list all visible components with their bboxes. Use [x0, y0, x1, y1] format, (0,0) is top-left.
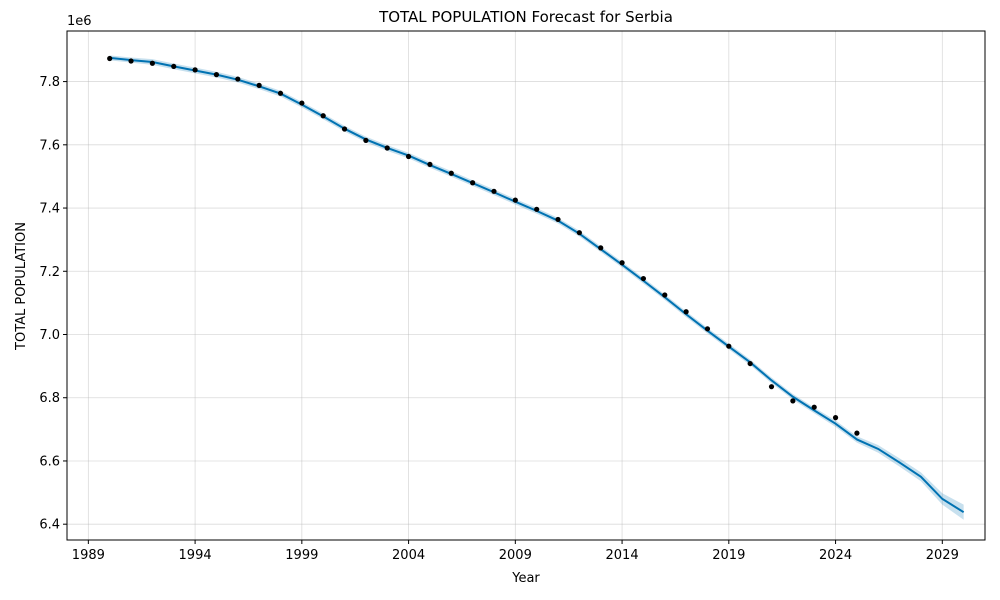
- x-tick-label: 1994: [179, 548, 212, 563]
- observed-point: [555, 216, 561, 223]
- observed-point: [470, 180, 476, 186]
- observed-point: [576, 230, 582, 236]
- observed-point: [854, 430, 860, 436]
- observed-point: [299, 100, 305, 106]
- grid: [67, 31, 985, 540]
- y-tick-label: 6.6: [39, 454, 60, 469]
- observed-point: [149, 60, 155, 66]
- observed-point: [107, 55, 113, 62]
- observed-point: [512, 197, 518, 203]
- x-tick-label: 2029: [926, 548, 959, 563]
- observed-point: [704, 326, 711, 332]
- x-tick-label: 1999: [285, 548, 318, 563]
- observed-point: [726, 343, 732, 349]
- observed-point: [277, 90, 284, 96]
- observed-point: [640, 275, 647, 282]
- observed-point: [384, 145, 390, 151]
- observed-point: [683, 309, 689, 315]
- chart-title: TOTAL POPULATION Forecast for Serbia: [378, 8, 673, 26]
- observed-point: [235, 76, 241, 82]
- observed-points-layer: [107, 55, 860, 436]
- y-axis-ticks: 6.4 6.6 6.8 7.0 7.2 7.4 7.6 7.8: [39, 75, 67, 533]
- observed-point: [832, 415, 839, 421]
- observed-point: [341, 126, 348, 132]
- observed-point: [427, 161, 433, 168]
- observed-point: [534, 206, 540, 212]
- plot-frame: [66, 30, 986, 541]
- observed-point: [171, 63, 177, 70]
- x-tick-label: 1989: [72, 548, 105, 563]
- observed-point: [128, 58, 134, 64]
- y-tick-label: 7.6: [39, 138, 60, 153]
- observed-point: [491, 188, 497, 194]
- observed-point: [213, 72, 220, 78]
- x-axis-ticks: 1989 1994 1999 2004 2009 2014 2019 2024 2029: [72, 540, 959, 563]
- observed-point: [790, 398, 796, 404]
- observed-point: [747, 360, 753, 367]
- y-tick-label: 7.8: [39, 75, 60, 90]
- observed-point: [192, 67, 198, 73]
- observed-point: [619, 260, 625, 266]
- y-axis-offset-label: 1e6: [67, 14, 92, 29]
- observed-point: [405, 153, 412, 160]
- x-tick-label: 2004: [392, 548, 425, 563]
- observed-point: [768, 384, 775, 390]
- observed-point: [256, 82, 262, 88]
- y-axis-label: TOTAL POPULATION: [14, 222, 29, 351]
- observed-point: [662, 292, 668, 298]
- y-tick-label: 7.4: [39, 202, 60, 217]
- x-tick-label: 2019: [712, 548, 745, 563]
- x-axis-label: Year: [511, 571, 540, 586]
- x-tick-label: 2014: [606, 548, 639, 563]
- y-tick-label: 7.0: [39, 328, 60, 343]
- observed-point: [363, 137, 369, 143]
- observed-point: [320, 113, 326, 119]
- y-tick-label: 7.2: [39, 265, 60, 280]
- y-tick-label: 6.8: [39, 391, 60, 406]
- x-tick-label: 2024: [819, 548, 852, 563]
- y-tick-label: 6.4: [39, 518, 60, 533]
- x-tick-label: 2009: [499, 548, 532, 563]
- observed-point: [811, 404, 817, 410]
- observed-point: [448, 170, 454, 176]
- observed-point: [598, 245, 604, 251]
